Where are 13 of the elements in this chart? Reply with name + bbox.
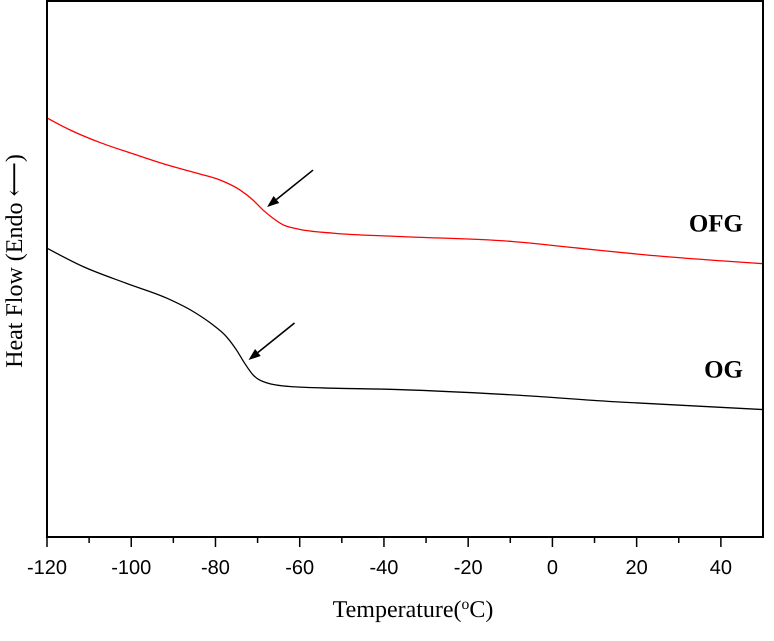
y-axis-title: Heat Flow (Endo ⟵) [2,154,28,368]
x-tick-label: 20 [626,557,648,579]
x-tick-label: -60 [285,557,314,579]
x-tick-label: -20 [454,557,483,579]
x-tick-label: -100 [111,557,152,579]
x-tick-label: 40 [710,557,732,579]
series-label: OG [704,356,743,384]
x-tick-label: -40 [369,557,398,579]
series-label: OFG [688,210,743,238]
x-axis-title: Temperature($^{o}$C) [332,596,494,623]
x-tick-label: -80 [201,557,230,579]
x-tick-label: 0 [546,557,558,579]
x-tick-label: -120 [26,557,68,579]
